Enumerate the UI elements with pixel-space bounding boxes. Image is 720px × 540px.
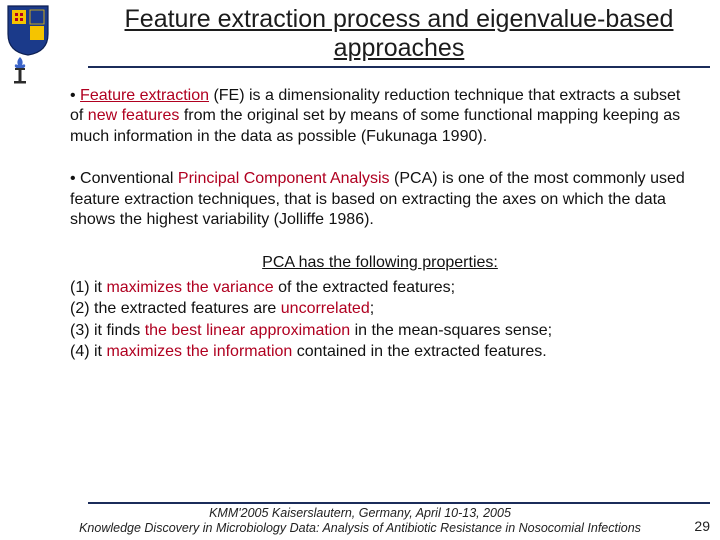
body-text: contained in the extracted features. bbox=[292, 343, 546, 360]
body-text: (4) it bbox=[70, 343, 106, 360]
content: Feature extraction (FE) is a dimensional… bbox=[70, 86, 690, 362]
property-item: (1) it maximizes the variance of the ext… bbox=[70, 277, 690, 298]
slide-title: Feature extraction process and eigenvalu… bbox=[92, 5, 706, 63]
property-item: (3) it finds the best linear approximati… bbox=[70, 320, 690, 341]
property-item: (4) it maximizes the information contain… bbox=[70, 341, 690, 362]
paragraph-1: Feature extraction (FE) is a dimensional… bbox=[70, 86, 690, 147]
footer-rule bbox=[88, 502, 710, 504]
highlight-term: the best linear approximation bbox=[145, 322, 350, 339]
body-text: (3) it finds bbox=[70, 322, 145, 339]
highlight-term: Principal Component Analysis bbox=[178, 170, 390, 187]
highlight-term: Feature extraction bbox=[80, 87, 209, 104]
torch-icon bbox=[6, 55, 34, 85]
body-text: (1) it bbox=[70, 279, 106, 296]
body-text: in the mean-squares sense; bbox=[350, 322, 552, 339]
highlight-term: uncorrelated bbox=[281, 300, 370, 317]
title-box: Feature extraction process and eigenvalu… bbox=[88, 2, 710, 68]
footer-line-2: Knowledge Discovery in Microbiology Data… bbox=[0, 521, 720, 536]
logo bbox=[6, 4, 78, 82]
highlight-term: maximizes the information bbox=[106, 343, 292, 360]
properties-title: PCA has the following properties: bbox=[70, 253, 690, 273]
property-item: (2) the extracted features are uncorrela… bbox=[70, 298, 690, 319]
page-number: 29 bbox=[694, 518, 710, 534]
bullet-icon bbox=[70, 170, 80, 187]
shield-icon bbox=[6, 4, 50, 56]
body-text: of the extracted features; bbox=[274, 279, 455, 296]
body-text: Conventional bbox=[80, 170, 178, 187]
highlight-term: maximizes the variance bbox=[106, 279, 273, 296]
paragraph-2: Conventional Principal Component Analysi… bbox=[70, 169, 690, 230]
slide: Feature extraction process and eigenvalu… bbox=[0, 0, 720, 540]
properties-list: (1) it maximizes the variance of the ext… bbox=[70, 277, 690, 361]
footer-line-1: KMM'2005 Kaiserslautern, Germany, April … bbox=[0, 506, 720, 521]
highlight-term: new features bbox=[88, 107, 180, 124]
body-text: (2) the extracted features are bbox=[70, 300, 281, 317]
body-text: ; bbox=[370, 300, 374, 317]
bullet-icon bbox=[70, 87, 80, 104]
footer: KMM'2005 Kaiserslautern, Germany, April … bbox=[0, 502, 720, 536]
